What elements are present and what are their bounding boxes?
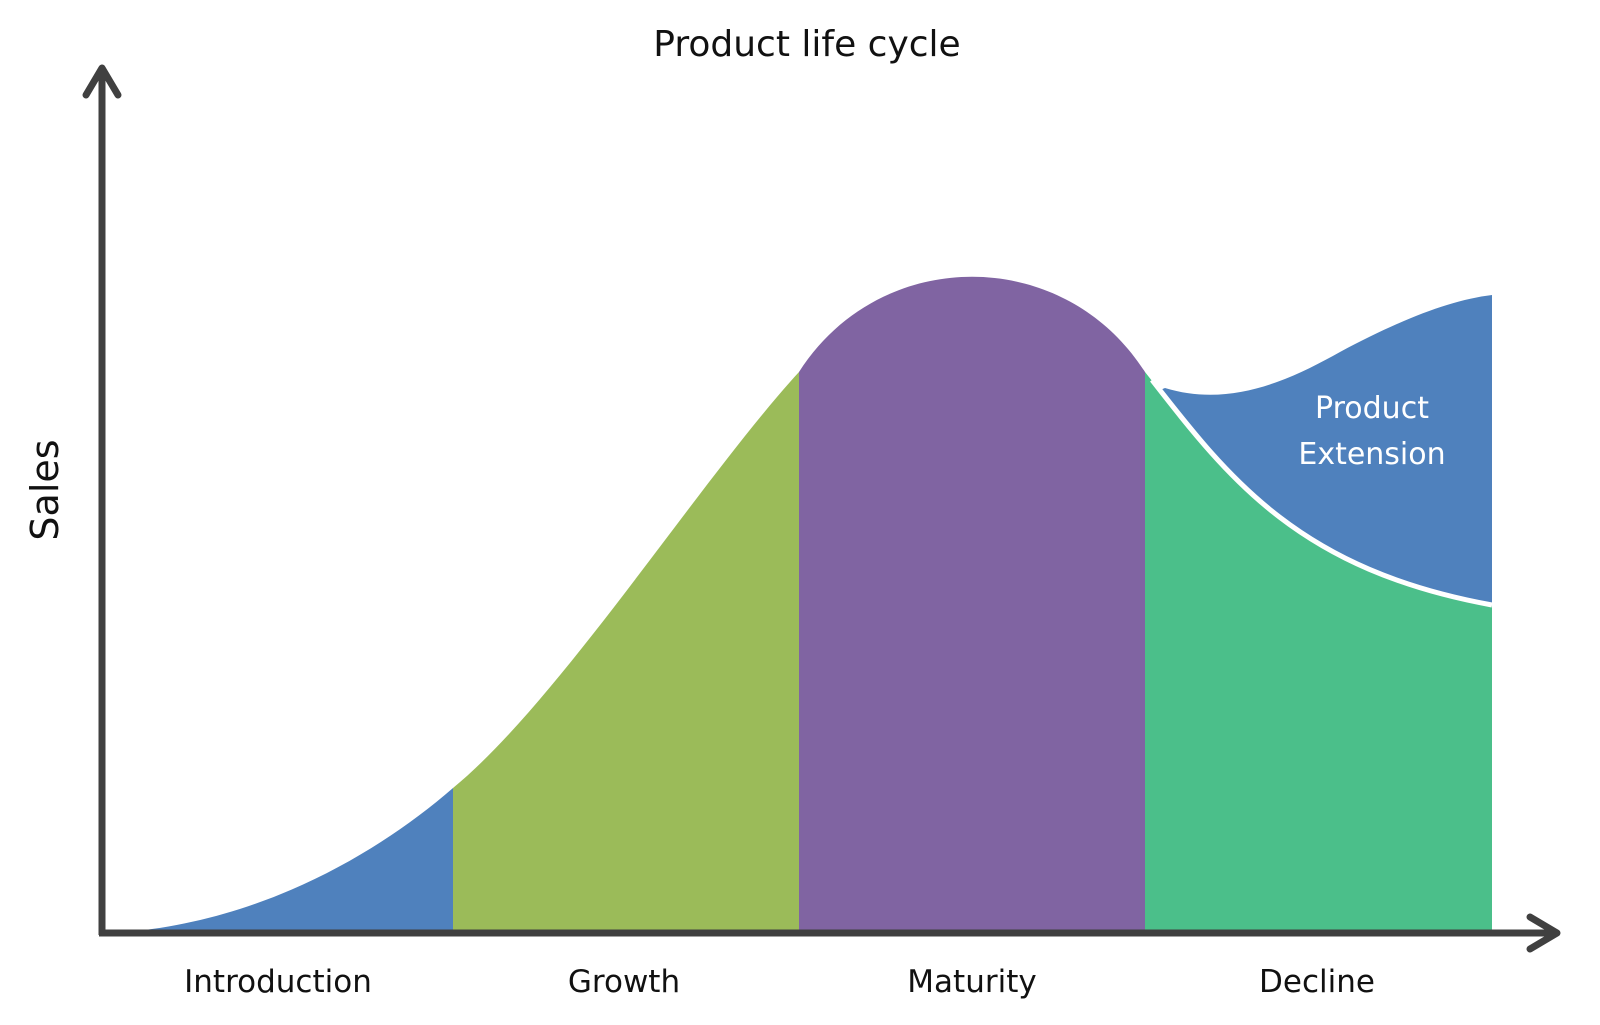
stage-area-maturity [799,276,1145,933]
stage-label-growth: Growth [568,964,680,1000]
extension-label-line1: Product [1315,391,1429,426]
x-axis-arrow-icon [1526,913,1561,953]
stage-area-introduction [112,276,453,933]
stage-label-decline: Decline [1259,964,1375,1000]
extension-label-line2: Extension [1298,437,1445,472]
product-extension-area [1160,295,1492,605]
extension-divider-line [1150,378,1493,608]
chart-title: Product life cycle [653,24,960,65]
y-axis-label: Sales [23,439,67,540]
stage-label-introduction: Introduction [184,964,372,1000]
y-axis-arrow-icon [82,64,122,99]
stage-area-growth [453,276,799,933]
axes [82,64,1561,953]
stage-label-maturity: Maturity [907,964,1036,1000]
